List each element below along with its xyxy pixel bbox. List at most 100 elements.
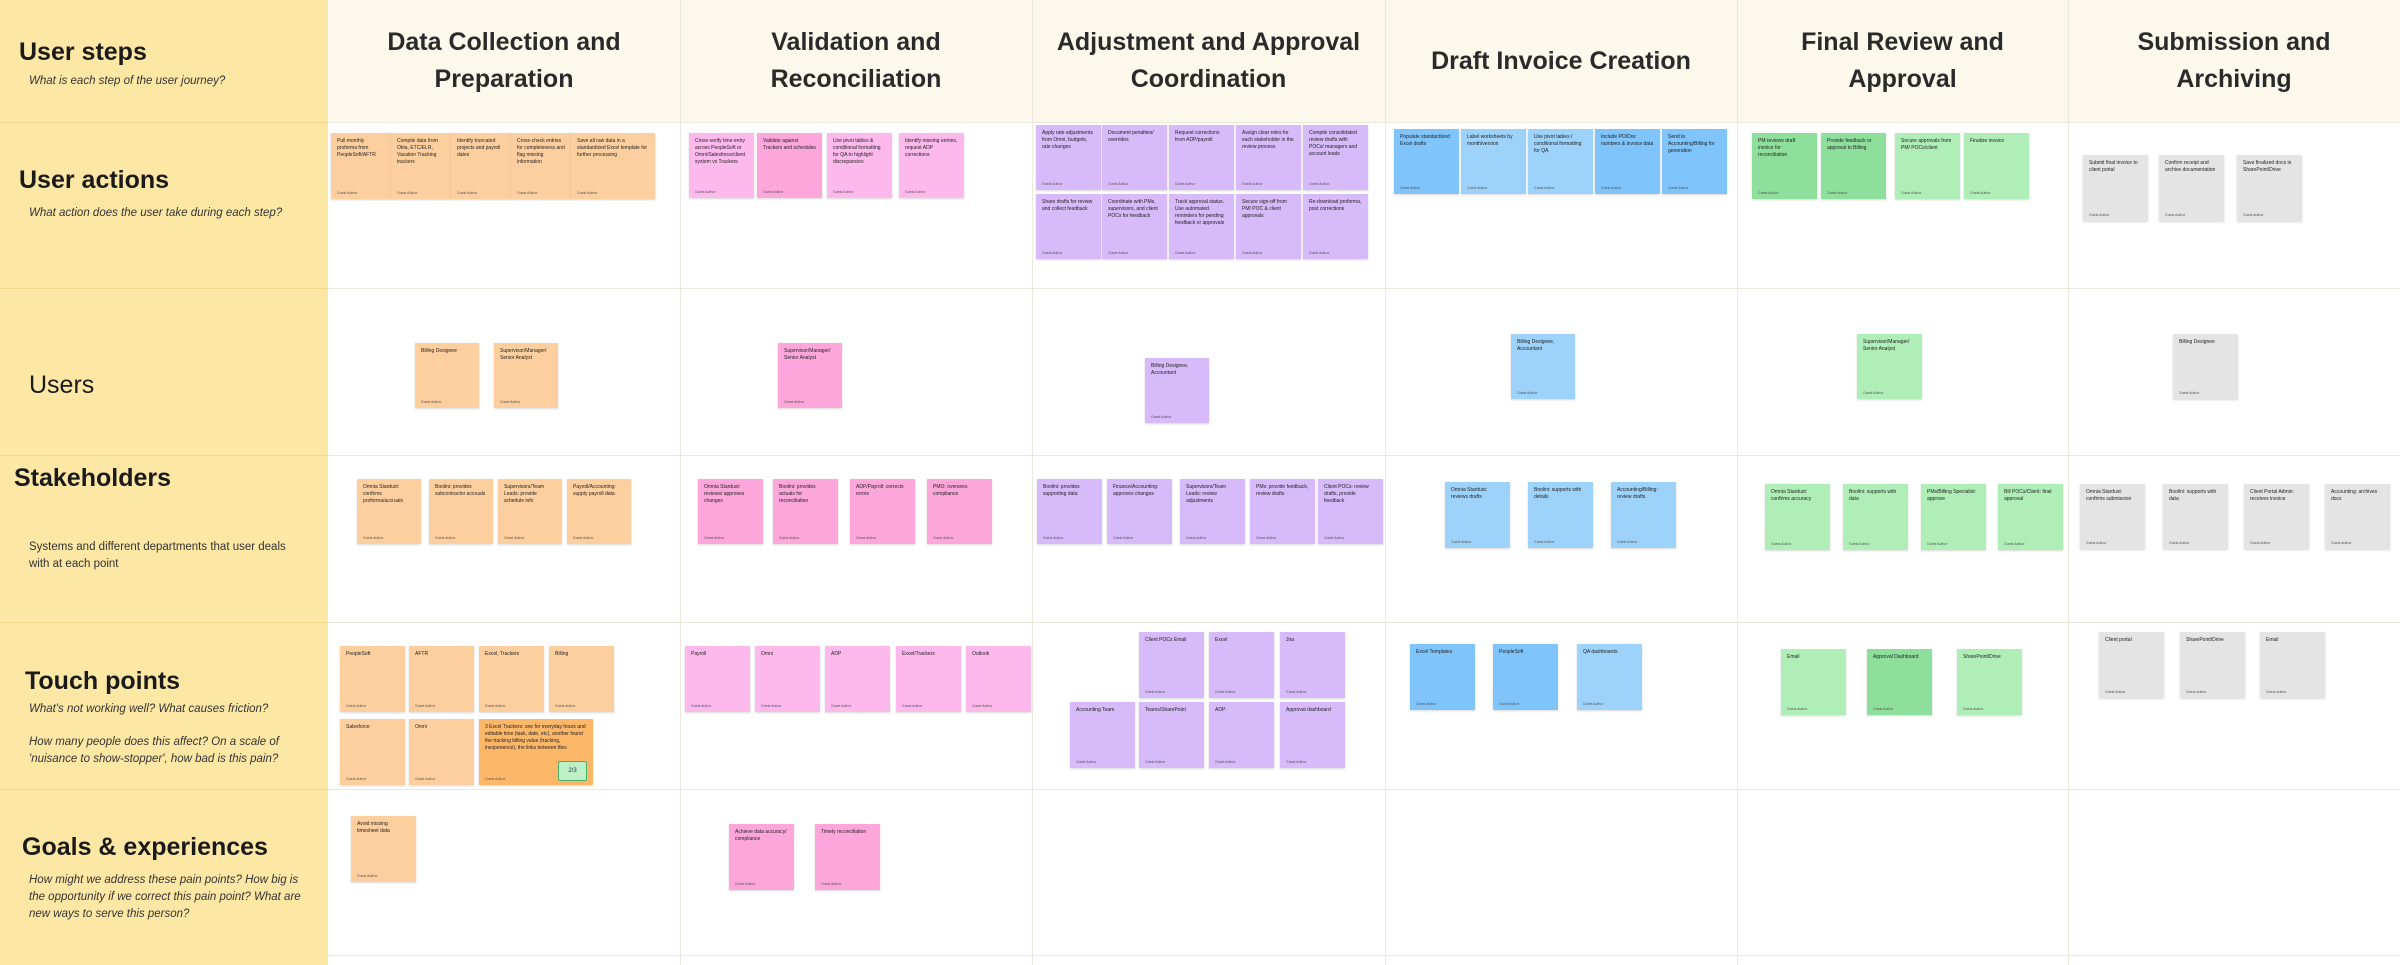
sticky-note[interactable]: Billing Designee Guest Author xyxy=(415,343,479,408)
sticky-note[interactable]: Validate against Trackers and schedules G… xyxy=(757,133,822,198)
sticky-note[interactable]: Billing Designee, Accountant Guest Author xyxy=(1511,334,1575,399)
sticky-note[interactable]: SharePoint/Drive Guest Author xyxy=(2180,632,2245,698)
sticky-note[interactable]: PMs/Billing Specialist: approve Guest Aut… xyxy=(1921,484,1986,550)
sticky-note[interactable]: Teams/SharePoint Guest Author xyxy=(1139,702,1204,768)
sticky-note[interactable]: Save finalized docs in SharePoint/Drive G… xyxy=(2237,155,2302,221)
sticky-note[interactable]: PeopleSoft Guest Author xyxy=(340,646,405,712)
sticky-note[interactable]: Identify missing entries, request ADP co… xyxy=(899,133,964,198)
sticky-note[interactable]: Share drafts for review and collect feed… xyxy=(1036,194,1101,259)
sticky-author: Guest Author xyxy=(1324,536,1345,540)
sticky-author: Guest Author xyxy=(1601,186,1622,190)
sticky-text: Boolini: provides actuals for reconcilia… xyxy=(779,484,816,504)
sticky-note[interactable]: Supervisor/Manager/ Senior Analyst Guest … xyxy=(1857,334,1922,399)
sticky-note[interactable]: Identify truncated projects and payroll … xyxy=(451,133,511,199)
sticky-note[interactable]: Client POCs: review drafts, provide feed… xyxy=(1318,479,1383,544)
sticky-note[interactable]: Boolini: provides supporting data Guest A… xyxy=(1037,479,1102,544)
sticky-note[interactable]: PMs: provide feedback, review drafts Gues… xyxy=(1250,479,1315,544)
sticky-note[interactable]: Boolini: provides actuals for reconcilia… xyxy=(773,479,838,544)
sticky-note[interactable]: Submit final invoice to client portal Gue… xyxy=(2083,155,2148,221)
sticky-note[interactable]: Billing Guest Author xyxy=(549,646,614,712)
sticky-note[interactable]: Supervisor/Manager/ Senior Analyst Guest … xyxy=(494,343,558,408)
sticky-note[interactable]: Boolini: supports with data Guest Author xyxy=(2163,484,2228,549)
sticky-note[interactable]: ADP Guest Author xyxy=(1209,702,1274,768)
sticky-note[interactable]: Boolini: supports with data Guest Author xyxy=(1843,484,1908,550)
sticky-note[interactable]: Cross-check entries for completeness and… xyxy=(511,133,571,199)
sticky-note[interactable]: Client POCs Email Guest Author xyxy=(1139,632,1204,698)
sticky-note[interactable]: Excel, Trackers Guest Author xyxy=(479,646,544,712)
sticky-note[interactable]: AFTR Guest Author xyxy=(409,646,474,712)
sticky-note[interactable]: Omnia Stardust: confirms submission Guest… xyxy=(2080,484,2145,549)
sticky-note[interactable]: Accounting Team Guest Author xyxy=(1070,702,1135,768)
sticky-note[interactable]: Compile data from Okta, ETC/ELR, Vacatio… xyxy=(391,133,451,199)
sticky-note[interactable]: Accounting: archives docs Guest Author xyxy=(2325,484,2390,549)
sticky-note[interactable]: Avoid missing timesheet data Guest Author xyxy=(351,816,416,882)
sticky-note[interactable]: Billing Designee Guest Author xyxy=(2173,334,2238,399)
sticky-note[interactable]: Omnia Stardust: confirms accuracy Guest A… xyxy=(1765,484,1830,550)
sticky-note[interactable]: SharePoint/Drive Guest Author xyxy=(1957,649,2022,715)
sticky-note[interactable]: ADP/Payroll: corrects errors Guest Author xyxy=(850,479,915,544)
sticky-note[interactable]: PeopleSoft Guest Author xyxy=(1493,644,1558,710)
sticky-note[interactable]: Request corrections from ADP/payroll Gues… xyxy=(1169,125,1234,190)
sticky-note[interactable]: Omnia Stardust: confirms proforma/accrua… xyxy=(357,479,421,544)
sticky-note[interactable]: Supervisor/Manager/ Senior Analyst Guest … xyxy=(778,343,842,408)
sticky-note[interactable]: Provide feedback or approval to Billing G… xyxy=(1821,133,1886,199)
sticky-note[interactable]: Email Guest Author xyxy=(1781,649,1846,715)
sticky-note[interactable]: Timely reconciliation Guest Author xyxy=(815,824,880,890)
sticky-note[interactable]: Supervisors/Team Leads: review adjustmen… xyxy=(1180,479,1245,544)
sticky-note[interactable]: Assign clear roles for each stakeholder … xyxy=(1236,125,1301,190)
sticky-note[interactable]: Achieve data accuracy/ compliance Guest A… xyxy=(729,824,794,890)
sticky-note[interactable]: ADP Guest Author xyxy=(825,646,890,712)
sticky-note[interactable]: Re-download proforma, post corrections Gu… xyxy=(1303,194,1368,259)
sticky-note[interactable]: Approval dashboard Guest Author xyxy=(1280,702,1345,768)
sticky-note[interactable]: Use pivot tables & conditional formattin… xyxy=(827,133,892,198)
sticky-note[interactable]: Omni Guest Author xyxy=(409,719,474,785)
sticky-note[interactable]: Document penalties/ overrides Guest Autho… xyxy=(1102,125,1167,190)
sticky-note[interactable]: Save all raw data in a standardized Exce… xyxy=(571,133,655,199)
sticky-note[interactable]: Excel Templates Guest Author xyxy=(1410,644,1475,710)
sticky-note[interactable]: Coordinate with PMs, supervisors, and cl… xyxy=(1102,194,1167,259)
sticky-author: Guest Author xyxy=(1108,182,1129,186)
sticky-note[interactable]: Outlook Guest Author xyxy=(966,646,1031,712)
sticky-note[interactable]: Client Portal Admin: receives invoice Gue… xyxy=(2244,484,2309,549)
sticky-note[interactable]: Boolini: supports with details Guest Auth… xyxy=(1528,482,1593,548)
sticky-note[interactable]: Salesforce Guest Author xyxy=(340,719,405,785)
sticky-note[interactable]: Track approval status. Use automated rem… xyxy=(1169,194,1234,259)
sticky-note[interactable]: Finalize invoice Guest Author xyxy=(1964,133,2029,199)
sticky-note[interactable]: Compile consolidated review drafts with … xyxy=(1303,125,1368,190)
sticky-note[interactable]: Finance/Accounting: approves changes Gues… xyxy=(1107,479,1172,544)
sticky-note[interactable]: Jira Guest Author xyxy=(1280,632,1345,698)
sticky-note[interactable]: Excel Guest Author xyxy=(1209,632,1274,698)
sticky-note[interactable]: Accounting/Billing: review drafts Guest A… xyxy=(1611,482,1676,548)
sticky-note[interactable]: Pull monthly proforma from PeopleSoft/AF… xyxy=(331,133,391,199)
sticky-note[interactable]: Omnia Stardust: reviews drafts Guest Auth… xyxy=(1445,482,1510,548)
sticky-note[interactable]: Confirm receipt and archive documentatio… xyxy=(2159,155,2224,221)
sticky-note[interactable]: Secure sign-off from PM/ POC & client ap… xyxy=(1236,194,1301,259)
sticky-note[interactable]: Label worksheets by month/version Guest A… xyxy=(1461,129,1526,194)
sticky-note[interactable]: Secure approvals from PM/ POCs/client Gue… xyxy=(1895,133,1960,199)
sticky-note[interactable]: Payroll Guest Author xyxy=(685,646,750,712)
sticky-note[interactable]: Bill POCs/Client: final approval Guest Au… xyxy=(1998,484,2063,550)
row-subtitle-touch-points-severity: How many people does this affect? On a s… xyxy=(29,736,279,765)
sticky-note[interactable]: PM reviews draft invoice for reconciliat… xyxy=(1752,133,1817,199)
sticky-note[interactable]: Payroll/Accounting: supply payroll data G… xyxy=(567,479,631,544)
sticky-note[interactable]: Omnia Stardust: reviews/ approves change… xyxy=(698,479,763,544)
sticky-note[interactable]: Client portal Guest Author xyxy=(2099,632,2164,698)
sticky-note[interactable]: Use pivot tables / conditional formattin… xyxy=(1528,129,1593,194)
sticky-note[interactable]: Omni Guest Author xyxy=(755,646,820,712)
sticky-note[interactable]: QA dashboards Guest Author xyxy=(1577,644,1642,710)
sticky-note[interactable]: Excel/Trackers Guest Author xyxy=(896,646,961,712)
sticky-note[interactable]: Billing Designee, Accountant Guest Author xyxy=(1145,358,1209,423)
sticky-author: Guest Author xyxy=(1309,251,1330,255)
sticky-note[interactable]: Apply rate adjustments from Omni, budget… xyxy=(1036,125,1101,190)
sticky-text: Bill POCs/Client: final approval xyxy=(2004,489,2052,502)
sticky-note[interactable]: Approval Dashboard Guest Author xyxy=(1867,649,1932,715)
sticky-note[interactable]: PMO: oversees compliance Guest Author xyxy=(927,479,992,544)
sticky-note[interactable]: Email Guest Author xyxy=(2260,632,2325,698)
sticky-note[interactable]: Cross-verify time entry across PeopleSof… xyxy=(689,133,754,198)
sticky-note[interactable]: Populate standardized Excel drafts Guest … xyxy=(1394,129,1459,194)
vote-badge[interactable]: 2/3 xyxy=(558,761,587,781)
sticky-note[interactable]: Send to Accounting/Billing for generatio… xyxy=(1662,129,1727,194)
sticky-note[interactable]: Include PO/Doc numbers & invoice data Gue… xyxy=(1595,129,1660,194)
sticky-note[interactable]: Boolini: provides subcontractor accruals… xyxy=(429,479,493,544)
sticky-note[interactable]: Supervisors/Team Leads: provide schedule… xyxy=(498,479,562,544)
